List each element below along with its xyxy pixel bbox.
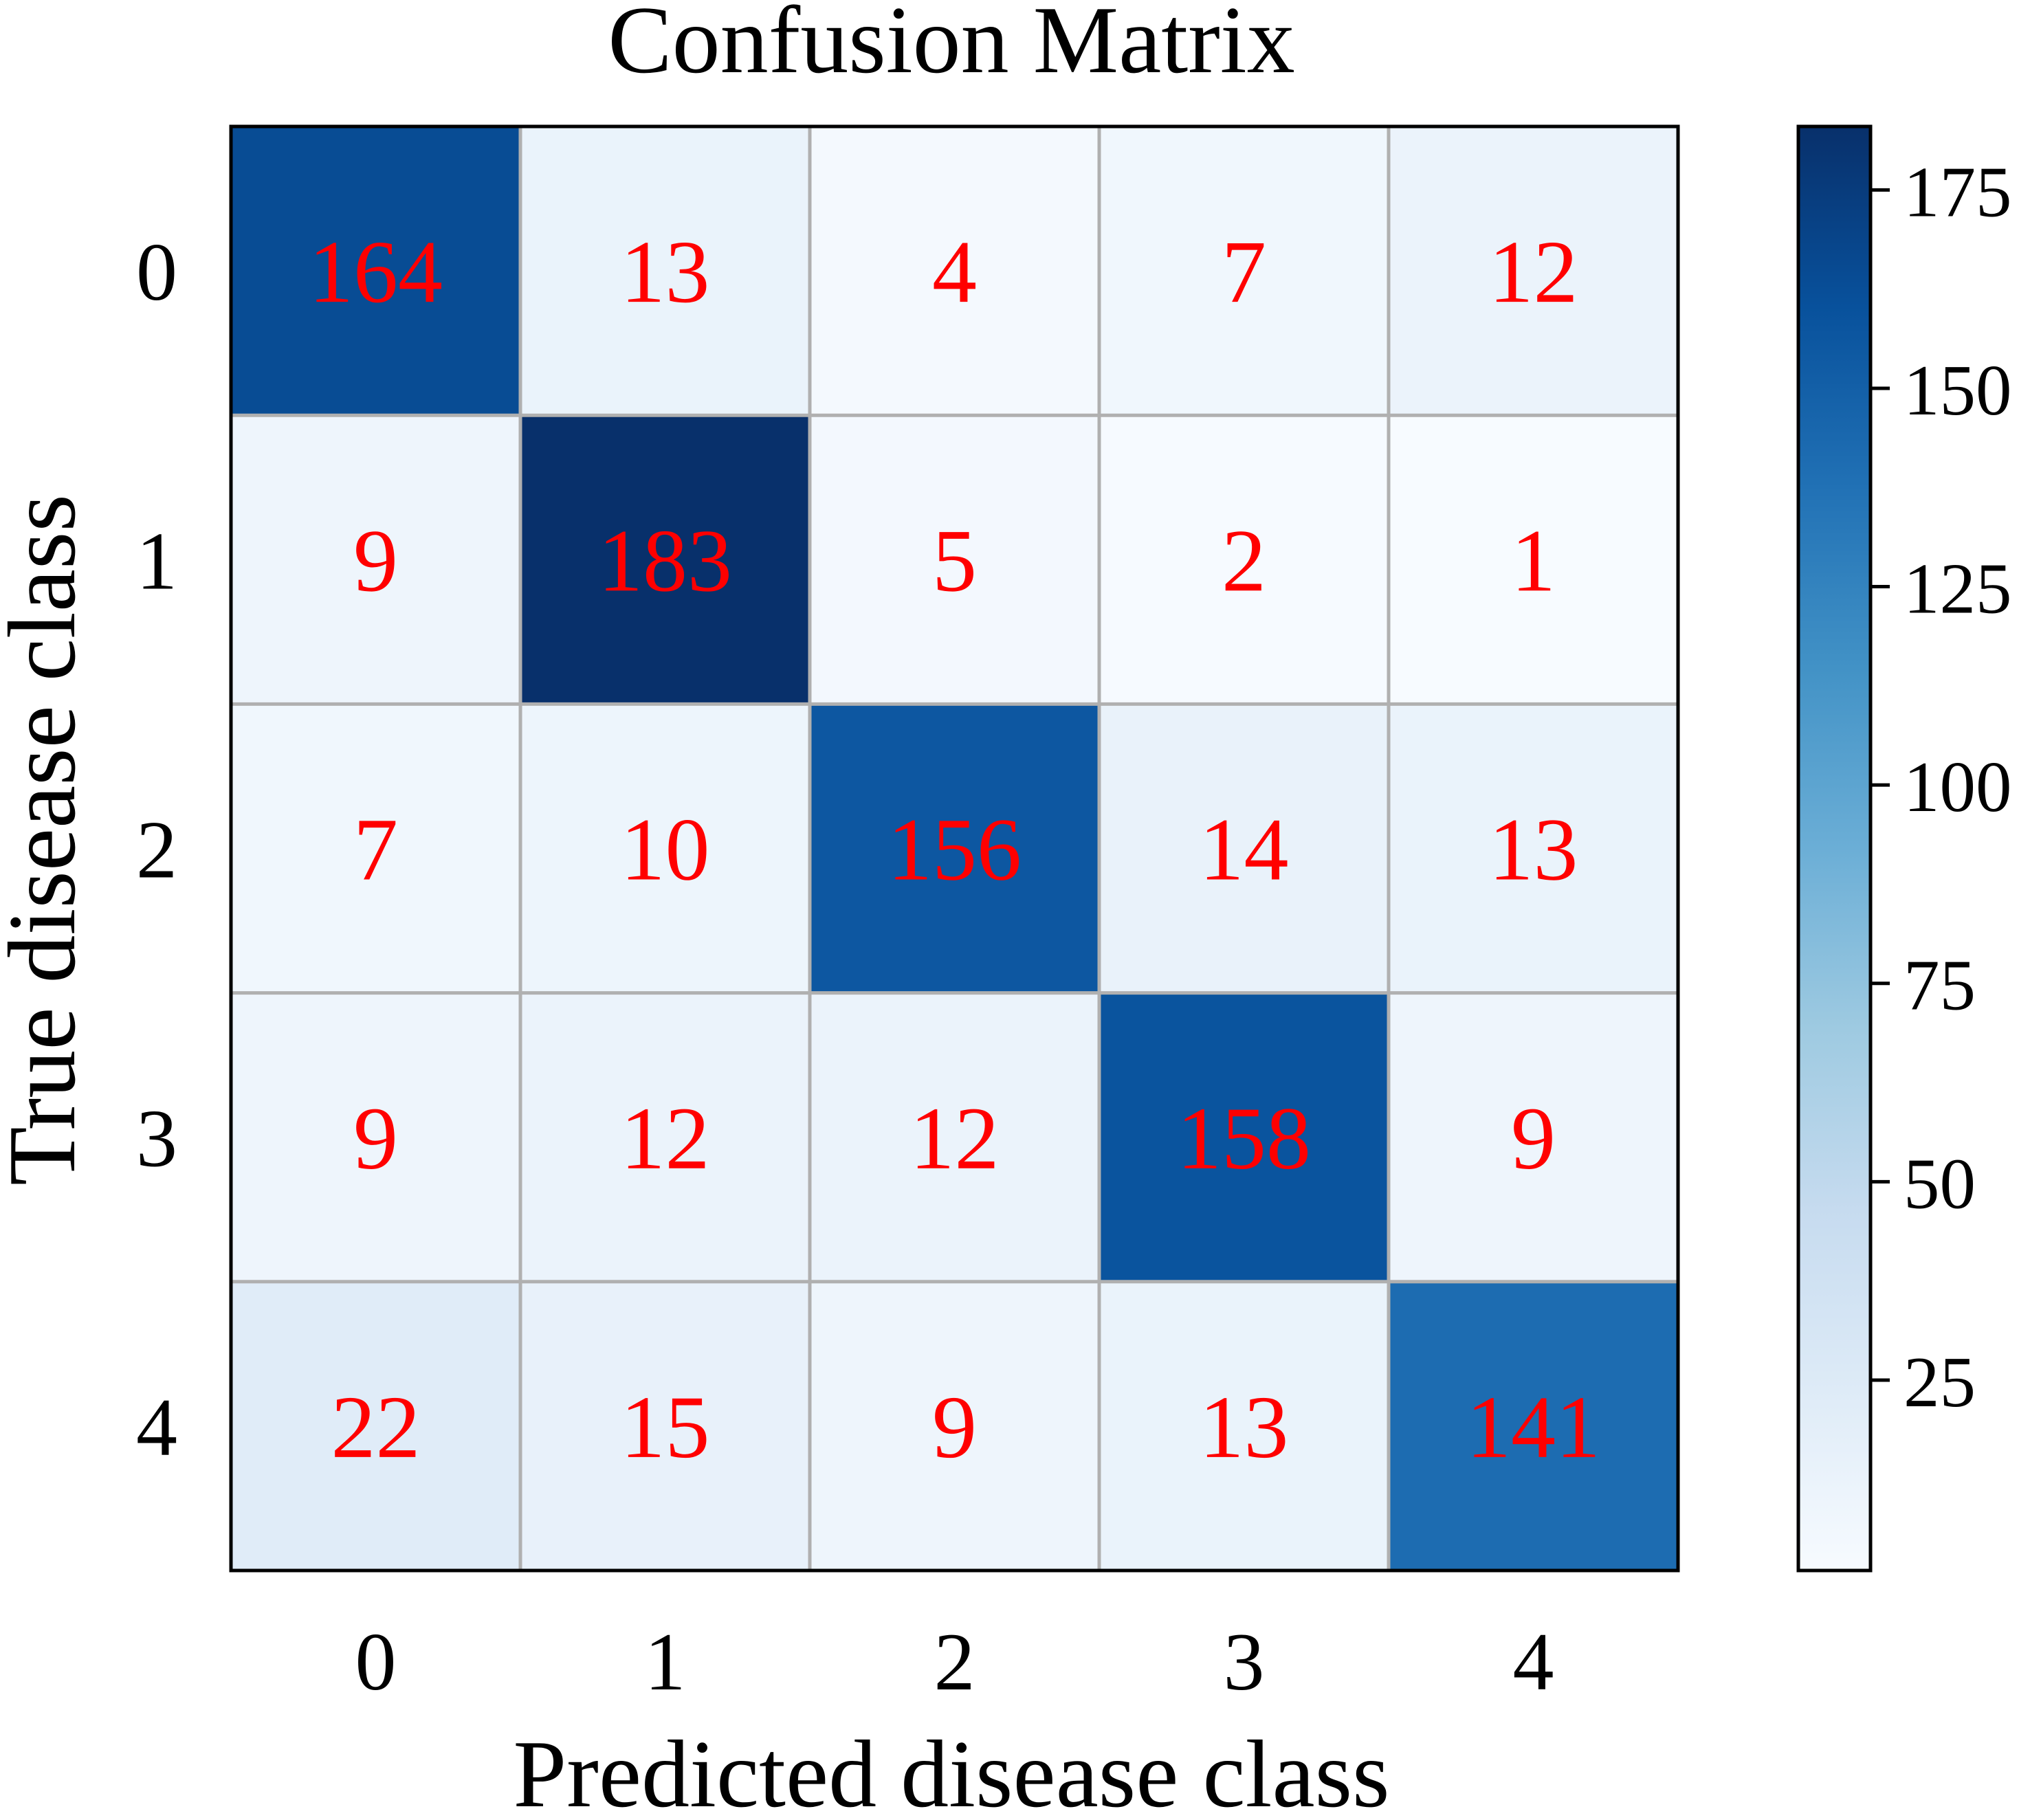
cell-value-r4-c4: 141 [1466, 1378, 1600, 1477]
cell-value-r0-c3: 7 [1222, 223, 1266, 322]
heatmap-cell-r0-c4 [1389, 126, 1679, 416]
heatmap-cell-r3-c1 [520, 992, 810, 1283]
x-tick-label: 2 [934, 1616, 975, 1707]
heatmap-cell-r1-c3 [1099, 415, 1389, 704]
heatmap-cell-r2-c3 [1099, 704, 1389, 994]
cell-value-r1-c1: 183 [598, 511, 732, 610]
x-axis-ticks: 0 1 2 3 4 [355, 1616, 1554, 1707]
heatmap-cell-r1-c1 [520, 415, 810, 704]
x-tick-label: 3 [1224, 1616, 1265, 1707]
colorbar-tick-label: 175 [1904, 151, 2012, 232]
heatmap-cell-r1-c4 [1389, 415, 1679, 704]
heatmap-cell-r2-c0 [231, 704, 521, 994]
y-tick-label: 3 [136, 1093, 177, 1184]
cell-value-r2-c3: 14 [1200, 801, 1289, 900]
cell-value-r1-c0: 9 [353, 511, 398, 610]
heatmap-cell-r1-c2 [810, 415, 1100, 704]
cell-value-r1-c2: 5 [932, 511, 977, 610]
colorbar-frame [1796, 124, 1873, 1573]
heatmap-cell-r4-c2 [810, 1281, 1100, 1571]
y-tick-label: 0 [136, 226, 177, 318]
cell-value-r1-c4: 1 [1511, 511, 1556, 610]
x-tick-label: 1 [645, 1616, 686, 1707]
cell-annotations: 164 13 4 7 12 9 183 5 2 1 7 10 156 14 13 9 12 12 158 9 22 15 9… [309, 223, 1600, 1477]
heatmap-cell-r2-c1 [520, 704, 810, 994]
colorbar-gradient [1798, 126, 1871, 1571]
cell-value-r4-c3: 13 [1200, 1378, 1289, 1477]
cell-value-r0-c1: 13 [621, 223, 710, 322]
heatmap-cell-r4-c0 [231, 1281, 521, 1571]
colorbar-tick-label: 75 [1904, 945, 1976, 1025]
y-axis-label: True disease class [0, 494, 96, 1186]
cell-value-r0-c4: 12 [1489, 223, 1578, 322]
heatmap-cell-r0-c2 [810, 126, 1100, 416]
cell-value-r2-c2: 156 [887, 801, 1022, 900]
cell-value-r4-c2: 9 [932, 1378, 977, 1477]
cell-value-r2-c4: 13 [1489, 801, 1578, 900]
heatmap-cell-r4-c4 [1389, 1281, 1679, 1571]
heatmap-cell-r2-c4 [1389, 704, 1679, 994]
cell-value-r2-c0: 7 [353, 801, 398, 900]
colorbar-tick-label: 125 [1904, 548, 2012, 629]
cell-value-r0-c0: 164 [309, 223, 443, 322]
cell-value-r4-c1: 15 [621, 1378, 710, 1477]
cell-value-r3-c4: 9 [1511, 1089, 1556, 1188]
y-tick-label: 2 [136, 804, 177, 896]
cell-value-r3-c2: 12 [910, 1089, 1000, 1188]
cell-value-r1-c3: 2 [1222, 511, 1266, 610]
heatmap-cell-r4-c3 [1099, 1281, 1389, 1571]
colorbar-tick-label: 150 [1904, 350, 2012, 430]
heatmap-cell-r3-c2 [810, 992, 1100, 1283]
y-axis-ticks: 0 1 2 3 4 [136, 226, 177, 1473]
cell-value-r0-c2: 4 [932, 223, 977, 322]
cell-value-r2-c1: 10 [621, 801, 710, 900]
colorbar-tick-label: 50 [1904, 1143, 1976, 1223]
heatmap-cell-r0-c3 [1099, 126, 1389, 416]
cell-value-r3-c1: 12 [621, 1089, 710, 1188]
colorbar-tick-label: 25 [1904, 1342, 1976, 1422]
x-axis-label: Predicted disease class [513, 1721, 1389, 1817]
colorbar-tick-label: 100 [1904, 746, 2012, 827]
colorbar-ticks: 25 50 75 100 125 150 175 [1871, 151, 2012, 1422]
heatmap-cells [231, 126, 1679, 1571]
cell-value-r3-c3: 158 [1177, 1089, 1311, 1188]
heatmap-cell-r3-c0 [231, 992, 521, 1283]
plot-frame [229, 124, 1680, 1573]
heatmap-cell-r1-c0 [231, 415, 521, 704]
heatmap-cell-r3-c3 [1099, 992, 1389, 1283]
heatmap-grid [231, 126, 1678, 1571]
heatmap-cell-r3-c4 [1389, 992, 1679, 1283]
heatmap-cell-r4-c1 [520, 1281, 810, 1571]
y-tick-label: 1 [136, 515, 177, 606]
heatmap-cell-r0-c0 [231, 126, 521, 416]
cell-value-r4-c0: 22 [331, 1378, 421, 1477]
heatmap-cell-r0-c1 [520, 126, 810, 416]
cell-value-r3-c0: 9 [353, 1089, 398, 1188]
colorbar: 25 50 75 100 125 150 175 [1796, 124, 2012, 1573]
heatmap-cell-r2-c2 [810, 704, 1100, 994]
chart-title: Confusion Matrix [608, 0, 1294, 93]
y-tick-label: 4 [136, 1381, 177, 1473]
x-tick-label: 0 [355, 1616, 397, 1707]
x-tick-label: 4 [1513, 1616, 1554, 1707]
